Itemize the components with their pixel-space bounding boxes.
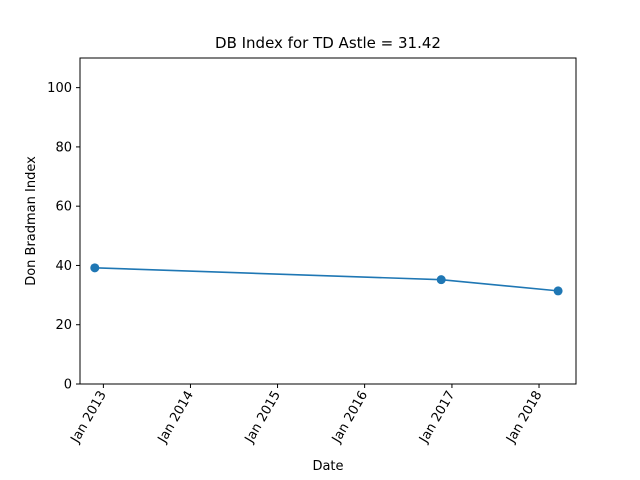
series-layer xyxy=(90,263,563,296)
y-axis-ticks: 0 20 40 60 80 100 xyxy=(47,81,80,393)
x-tick-label: Jan 2016 xyxy=(329,389,371,447)
data-point xyxy=(90,263,100,273)
x-tick-label: Jan 2017 xyxy=(416,389,458,447)
y-tick-label: 0 xyxy=(64,378,72,393)
series-line xyxy=(94,267,559,292)
x-tick-label: Jan 2013 xyxy=(68,389,110,447)
x-tick-label: Jan 2014 xyxy=(155,389,197,447)
y-tick-label: 100 xyxy=(47,81,72,96)
y-tick-label: 60 xyxy=(55,200,72,215)
x-tick-label: Jan 2015 xyxy=(242,389,284,447)
plot-frame xyxy=(79,57,577,385)
y-tick-label: 40 xyxy=(55,259,72,274)
y-tick-label: 80 xyxy=(55,140,72,155)
data-point xyxy=(436,275,446,285)
data-point xyxy=(553,286,563,296)
chart-title: DB Index for TD Astle = 31.42 xyxy=(215,34,441,52)
y-axis-label: Don Bradman Index xyxy=(24,156,39,286)
x-axis-label: Date xyxy=(312,459,343,474)
y-tick-label: 20 xyxy=(55,318,72,333)
x-tick-label: Jan 2018 xyxy=(503,389,545,447)
x-axis-ticks: Jan 2013 Jan 2014 Jan 2015 Jan 2016 Jan 2017… xyxy=(68,384,545,447)
